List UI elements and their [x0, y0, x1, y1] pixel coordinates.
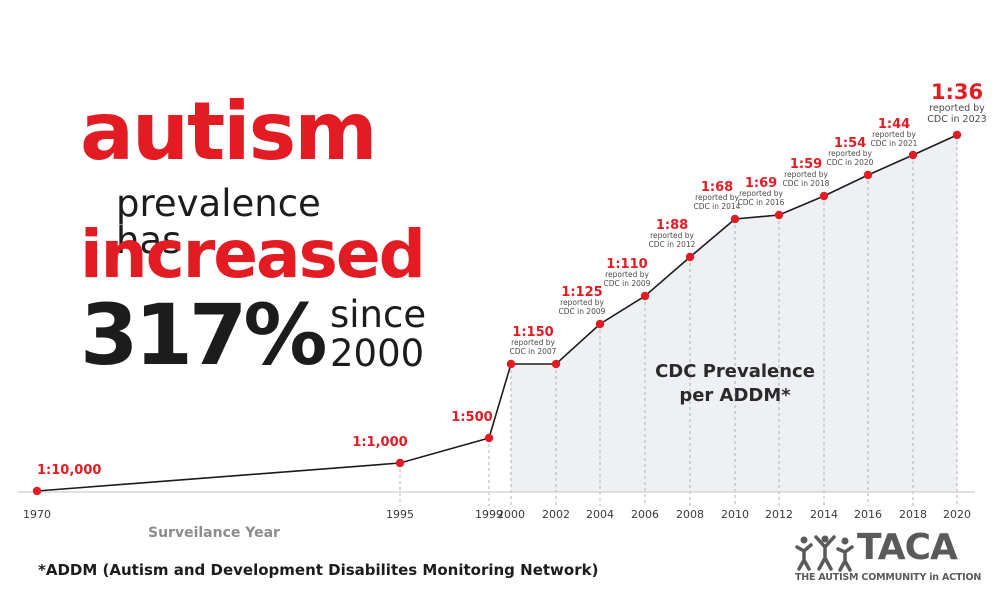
x-tick-label-2012: 2012: [765, 508, 793, 521]
data-note-2016-line2: CDC in 2020: [827, 158, 874, 167]
data-note-2016-line1: reported by: [828, 149, 872, 158]
data-label-1995: 1:1,000: [352, 435, 407, 450]
data-note-2004-line2: CDC in 2009: [559, 307, 606, 316]
x-tick-label-2000: 2000: [497, 508, 525, 521]
x-tick-label-2004: 2004: [586, 508, 614, 521]
data-point-1995: [395, 458, 405, 468]
data-point-1970: [32, 486, 42, 496]
data-note-2018-line1: reported by: [872, 130, 916, 139]
data-point-2004: [595, 319, 605, 329]
headline-since-year: 2000: [330, 331, 425, 375]
x-tick-label-2006: 2006: [631, 508, 659, 521]
headline-prevalence: prevalence has: [116, 182, 321, 262]
data-label-2000: 1:150: [512, 325, 553, 340]
headline-increased: increased: [80, 216, 426, 293]
data-note-2014-line2: CDC in 2018: [783, 179, 830, 188]
data-point-2010: [730, 214, 740, 224]
data-label-1999: 1:500: [451, 410, 492, 425]
x-axis-label: Surveilance Year: [148, 525, 280, 541]
data-label-2008: 1:88: [656, 218, 688, 233]
data-note-2006-line1: reported by: [605, 270, 649, 279]
data-note-2020-line2: CDC in 2023: [927, 114, 986, 125]
data-note-2006-line2: CDC in 2009: [604, 279, 651, 288]
x-tick-label-2014: 2014: [810, 508, 838, 521]
logo-name: TACA: [857, 527, 958, 568]
data-note-2010-line2: CDC in 2014: [694, 202, 741, 211]
headline-percent: 317%: [80, 286, 328, 384]
logo-tagline: THE AUTISM COMMUNITY in ACTION: [795, 572, 982, 583]
data-label-2016: 1:54: [834, 136, 866, 151]
data-note-2000-line1: reported by: [511, 338, 555, 347]
data-label-2020: 1:36: [931, 80, 983, 104]
annotation-line2: per ADDM*: [679, 385, 791, 406]
data-label-2004: 1:125: [561, 285, 602, 300]
headline-since: since 2000: [330, 293, 427, 375]
x-tick-label-2020: 2020: [943, 508, 971, 521]
area-fill: [511, 135, 957, 492]
x-tick-label-2016: 2016: [854, 508, 882, 521]
data-note-2020-line1: reported by: [929, 103, 985, 114]
x-tick-label-1995: 1995: [386, 508, 414, 521]
data-label-2014: 1:59: [790, 157, 822, 172]
data-note-2000-line2: CDC in 2007: [510, 347, 557, 356]
data-note-2008-line1: reported by: [650, 231, 694, 240]
headline-since-word: since: [330, 293, 427, 336]
series-line: [36, 134, 958, 492]
data-note-2010-line1: reported by: [695, 193, 739, 202]
annotation-line1: CDC Prevalence: [655, 361, 815, 382]
x-tick-label-2002: 2002: [542, 508, 570, 521]
data-point-2018: [908, 150, 918, 160]
x-tick-label-1970: 1970: [23, 508, 51, 521]
data-point-1999: [484, 433, 494, 443]
data-note-2014-line1: reported by: [784, 170, 828, 179]
data-note-2004-line1: reported by: [560, 298, 604, 307]
data-note-2008-line2: CDC in 2012: [649, 240, 696, 249]
x-tick-label-2008: 2008: [676, 508, 704, 521]
data-point-2006: [640, 291, 650, 301]
data-point-2012: [774, 210, 784, 220]
data-label-1970: 1:10,000: [37, 463, 101, 478]
x-tick-label-1999: 1999: [475, 508, 503, 521]
data-point-2016: [863, 170, 873, 180]
data-label-2018: 1:44: [878, 117, 910, 132]
data-note-2012-line1: reported by: [739, 189, 783, 198]
data-note-2012-line2: CDC in 2016: [738, 198, 785, 207]
headline-autism: autism: [80, 85, 378, 178]
taca-logo: TACA THE AUTISM COMMUNITY in ACTION: [795, 527, 995, 593]
data-point-2014: [819, 191, 829, 201]
data-label-2010: 1:68: [701, 180, 733, 195]
data-point-2000: [506, 359, 516, 369]
x-tick-label-2018: 2018: [899, 508, 927, 521]
data-point-2008: [685, 252, 695, 262]
x-tick-label-2010: 2010: [721, 508, 749, 521]
data-point-2002: [551, 359, 561, 369]
data-note-2018-line2: CDC in 2021: [871, 139, 918, 148]
data-label-2006: 1:110: [606, 257, 647, 272]
data-point-2020: [952, 130, 962, 140]
data-label-2012: 1:69: [745, 176, 777, 191]
footnote: *ADDM (Autism and Development Disabilite…: [38, 561, 599, 579]
people-figures-icon: [795, 535, 854, 572]
